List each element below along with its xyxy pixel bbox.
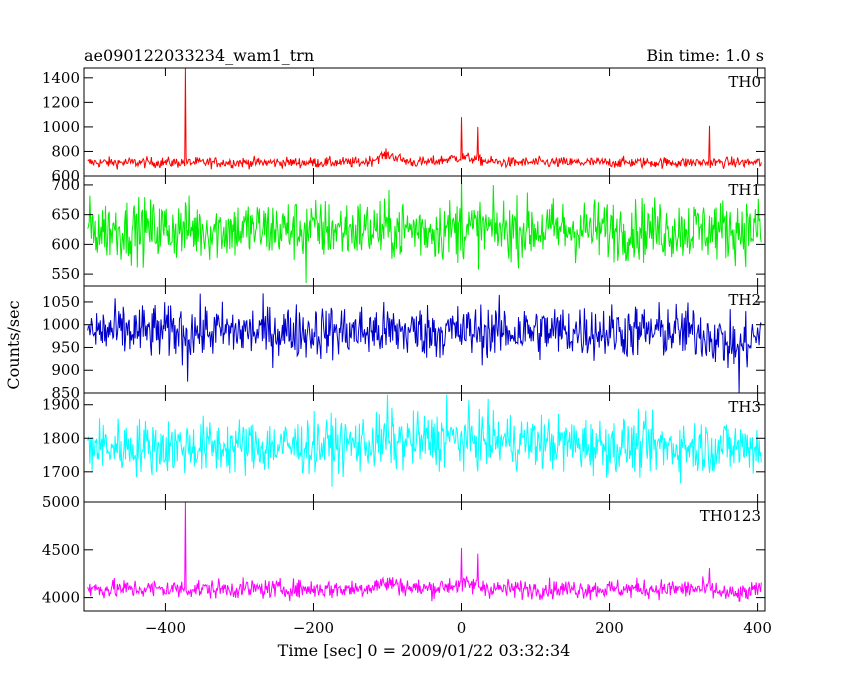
y-tick-label: 5000 <box>42 493 80 511</box>
series-line-th0 <box>87 67 762 170</box>
panel-th0123: 4000 4500 5000 TH0123 <box>42 493 766 612</box>
bin-time-label: Bin time: 1.0 s <box>646 46 764 65</box>
y-tick-label: 600 <box>51 235 80 253</box>
x-tick-label: 400 <box>743 619 772 637</box>
series-line-th1 <box>87 177 762 284</box>
panel-th1: 550 600 650 700 TH1 <box>51 175 766 287</box>
y-tick-label: 950 <box>51 338 80 356</box>
series-line-th3 <box>87 394 762 487</box>
y-tick-label: 700 <box>51 176 80 194</box>
x-tick-label: −200 <box>293 619 334 637</box>
y-tick-label: 1900 <box>42 396 80 414</box>
y-tick-label: 1050 <box>42 293 80 311</box>
panel-frame <box>83 501 766 612</box>
series-label-th0123: TH0123 <box>700 507 761 525</box>
y-tick-label: 1000 <box>42 118 80 136</box>
series-label-th3: TH3 <box>728 398 761 416</box>
series-line-th0123 <box>87 501 762 602</box>
x-tick-label: 200 <box>595 619 624 637</box>
y-tick-label: 1200 <box>42 93 80 111</box>
y-tick-label: 4500 <box>42 541 80 559</box>
x-axis: −400 −200 0 200 400 <box>145 619 772 637</box>
y-axis-label: Counts/sec <box>4 300 23 389</box>
series-label-th0: TH0 <box>728 73 761 91</box>
y-tick-label: 1400 <box>42 69 80 87</box>
panel-th0: 600 800 1000 1200 1400 TH0 <box>42 67 766 185</box>
x-axis-label: Time [sec] 0 = 2009/01/22 03:32:34 <box>278 641 571 660</box>
y-tick-label: 650 <box>51 206 80 224</box>
y-tick-label: 900 <box>51 361 80 379</box>
panel-th3: 1700 1800 1900 TH3 <box>42 392 766 503</box>
series-label-th1: TH1 <box>728 181 761 199</box>
panel-th2: 850 900 950 1000 1050 TH2 <box>42 285 766 402</box>
y-tick-label: 1000 <box>42 316 80 334</box>
y-tick-label: 600 <box>51 167 80 185</box>
y-tick-label: 1700 <box>42 463 80 481</box>
panels-group: 600 800 1000 1200 1400 TH0 550 600 650 700 TH1 850 9… <box>42 67 766 612</box>
y-tick-label: 850 <box>51 384 80 402</box>
y-tick-label: 800 <box>51 142 80 160</box>
y-tick-label: 550 <box>51 265 80 283</box>
x-tick-label: −400 <box>145 619 186 637</box>
chart-title: ae090122033234_wam1_trn <box>84 46 314 65</box>
y-tick-label: 1800 <box>42 429 80 447</box>
series-line-th2 <box>87 293 762 394</box>
x-tick-label: 0 <box>457 619 467 637</box>
series-label-th2: TH2 <box>728 291 761 309</box>
y-tick-label: 4000 <box>42 589 80 607</box>
